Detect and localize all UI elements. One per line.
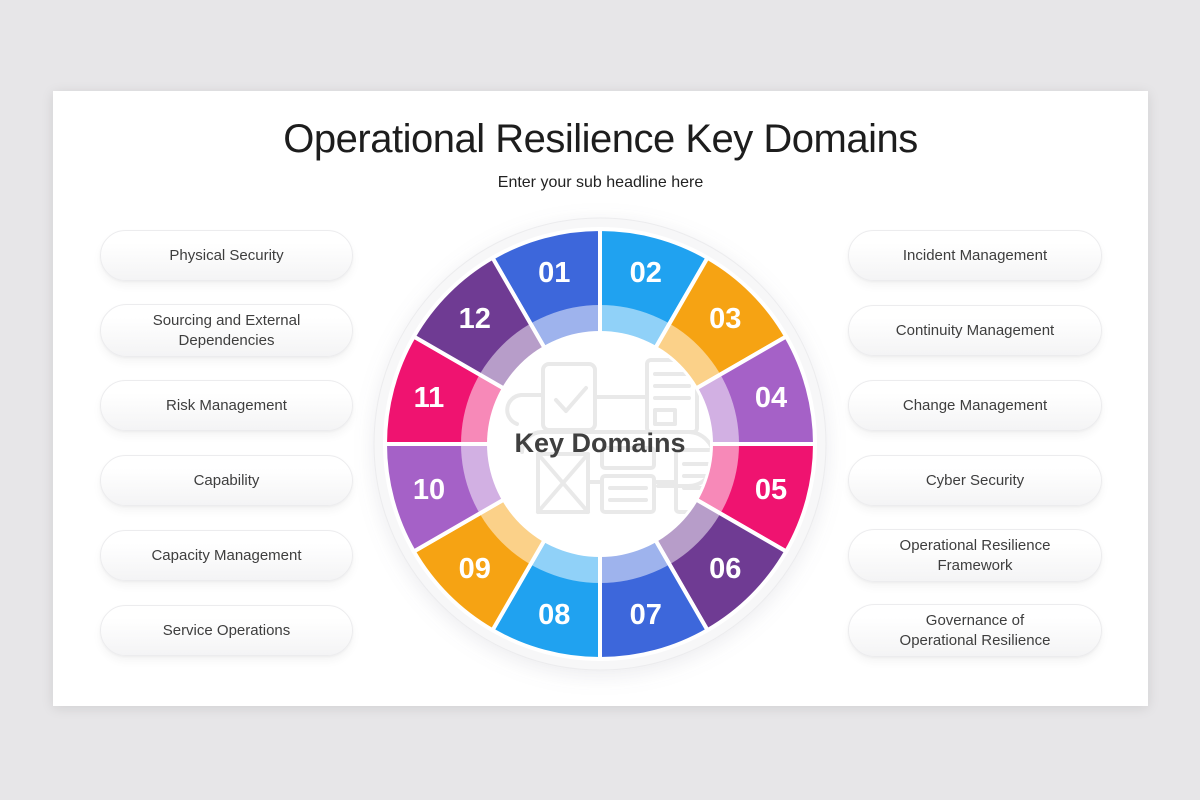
pill-slot: Capability	[100, 443, 353, 518]
domain-pill-physical-security: Physical Security	[100, 230, 353, 281]
pill-slot: Sourcing and External Dependencies	[100, 293, 353, 368]
slide-subtitle: Enter your sub headline here	[497, 174, 704, 191]
pill-slot: Change Management	[848, 368, 1102, 443]
domain-pill-capacity-management: Capacity Management	[100, 530, 353, 581]
pill-slot: Capacity Management	[100, 518, 353, 593]
pill-slot: Service Operations	[100, 593, 353, 668]
segment-number-06: 06	[709, 553, 741, 585]
domain-pill-continuity-management: Continuity Management	[848, 305, 1102, 356]
segment-number-05: 05	[755, 474, 787, 506]
segment-number-09: 09	[459, 553, 491, 585]
segment-number-01: 01	[538, 257, 570, 289]
pill-slot: Operational Resilience Framework	[848, 518, 1102, 593]
slide-title: Operational Resilience Key Domains	[283, 117, 918, 161]
domain-pill-sourcing-and-external-dependencies: Sourcing and External Dependencies	[100, 304, 353, 357]
left-pill-column: Physical Security Sourcing and External D…	[100, 218, 353, 668]
segment-number-02: 02	[630, 257, 662, 289]
segment-number-07: 07	[630, 599, 662, 631]
domain-pill-incident-management: Incident Management	[848, 230, 1102, 281]
segment-number-11: 11	[414, 382, 445, 414]
domain-pill-governance-of-operational-resilience: Governance of Operational Resilience	[848, 604, 1102, 657]
domain-pill-risk-management: Risk Management	[100, 380, 353, 431]
pill-slot: Physical Security	[100, 218, 353, 293]
pill-slot: Continuity Management	[848, 293, 1102, 368]
pill-slot: Incident Management	[848, 218, 1102, 293]
domain-pill-operational-resilience-framework: Operational Resilience Framework	[848, 529, 1102, 582]
segment-number-12: 12	[459, 303, 491, 335]
segment-number-03: 03	[709, 303, 741, 335]
segment-number-08: 08	[538, 599, 570, 631]
domain-pill-change-management: Change Management	[848, 380, 1102, 431]
segment-number-04: 04	[755, 382, 787, 414]
pill-slot: Cyber Security	[848, 443, 1102, 518]
segment-number-10: 10	[413, 474, 445, 506]
domain-pill-cyber-security: Cyber Security	[848, 455, 1102, 506]
presentation-slide: Operational Resilience Key Domains Enter…	[53, 91, 1148, 706]
domain-pill-service-operations: Service Operations	[100, 605, 353, 656]
donut-center-circle	[487, 331, 713, 557]
pill-slot: Risk Management	[100, 368, 353, 443]
pill-slot: Governance of Operational Resilience	[848, 593, 1102, 668]
donut-diagram: 01 02 03 04 05 06 07 08 09 10 11 12	[370, 214, 830, 674]
domain-pill-capability: Capability	[100, 455, 353, 506]
right-pill-column: Incident Management Continuity Management…	[848, 218, 1102, 668]
donut-chart: 01 02 03 04 05 06 07 08 09 10 11 12	[373, 217, 827, 671]
